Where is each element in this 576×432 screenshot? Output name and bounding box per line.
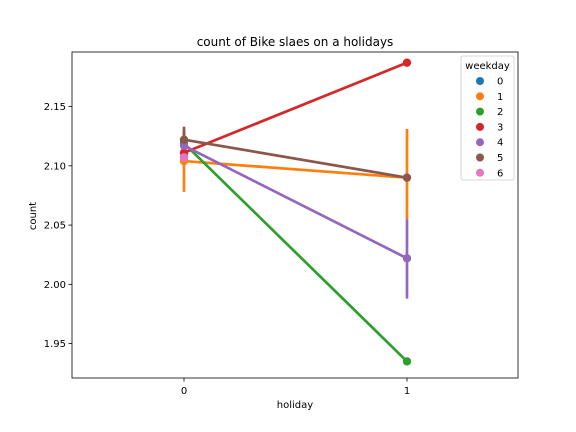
legend-marker-weekday-4 <box>476 138 484 147</box>
y-tick-label: 1.95 <box>44 339 66 350</box>
chart-title: count of Bike slaes on a holidays <box>197 35 394 49</box>
y-tick-label: 2.15 <box>44 102 66 113</box>
legend-marker-weekday-2 <box>476 107 484 116</box>
x-axis-label: holiday <box>277 400 313 411</box>
legend-label: 0 <box>497 77 503 88</box>
series-line-weekday-4 <box>183 144 408 260</box>
legend: weekday 0 1 2 3 4 5 6 <box>460 55 515 181</box>
legend-label: 2 <box>497 107 503 118</box>
legend-title: weekday <box>465 61 510 72</box>
plot-area: 1.95 2.00 2.05 2.10 2.15 0 1 <box>44 51 519 397</box>
data-point-weekday-5 <box>179 135 189 144</box>
legend-label: 6 <box>497 168 503 179</box>
series-line-weekday-3 <box>183 61 408 155</box>
y-axis-label: count <box>28 202 39 230</box>
axes-frame <box>71 51 519 379</box>
legend-marker-weekday-3 <box>476 122 484 131</box>
x-tick-label: 0 <box>181 386 187 397</box>
y-tick-label: 2.10 <box>44 161 66 172</box>
data-point-weekday-5 <box>402 173 412 182</box>
legend-marker-weekday-1 <box>476 92 484 101</box>
legend-box <box>460 55 515 181</box>
data-point-weekday-3 <box>402 58 412 67</box>
series-line-weekday-5 <box>183 138 408 179</box>
data-point-weekday-6 <box>179 153 189 162</box>
legend-label: 5 <box>497 153 503 164</box>
x-tick-label: 1 <box>404 386 410 397</box>
data-point-weekday-4 <box>402 254 412 263</box>
legend-label: 3 <box>497 122 503 133</box>
series-line-weekday-2 <box>183 142 408 363</box>
legend-marker-weekday-5 <box>476 153 484 162</box>
data-point-weekday-4 <box>179 141 189 150</box>
y-tick-label: 2.00 <box>44 280 66 291</box>
legend-label: 4 <box>497 138 503 149</box>
data-point-weekday-2 <box>402 357 412 366</box>
legend-label: 1 <box>497 92 503 103</box>
y-tick-label: 2.05 <box>44 221 66 232</box>
legend-marker-weekday-6 <box>476 168 484 177</box>
legend-marker-weekday-0 <box>476 77 484 85</box>
